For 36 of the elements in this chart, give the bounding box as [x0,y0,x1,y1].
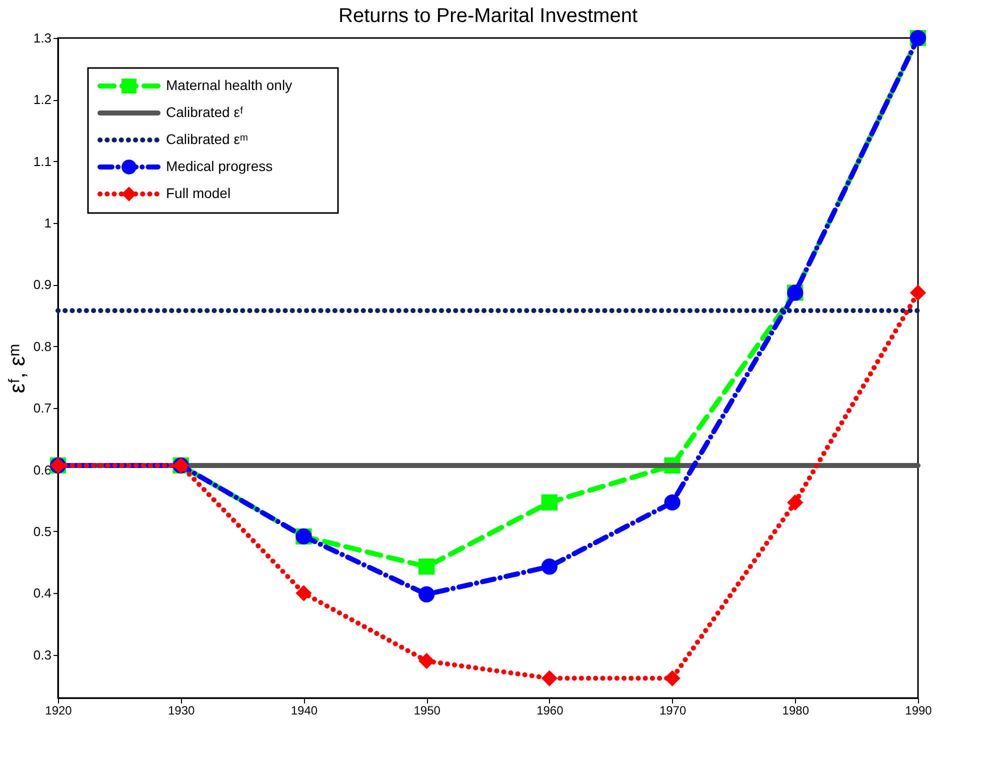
point [418,586,435,602]
x-tick-label: 1960 [536,704,564,718]
y-tick-label: 0.7 [33,400,52,416]
x-tick-label: 1930 [168,704,196,718]
point [910,284,926,301]
point [787,494,804,511]
y-tick-label: 1.3 [33,30,52,46]
x-tick-label: 1950 [414,704,441,718]
y-tick-label: 0.9 [33,277,52,292]
y-tick-label: 1.1 [33,154,52,169]
legend-label: Calibrated εᶠ [166,104,244,120]
x-tick-label: 1920 [45,704,72,718]
legend-label: Medical progress [166,158,273,174]
point [418,652,435,670]
legend-label: Maternal health only [166,77,292,93]
point [541,494,558,511]
x-tick-label: 1970 [659,704,686,718]
x-tick-label: 1980 [782,704,810,718]
y-tick-label: 1.2 [33,92,52,108]
chart-title: Returns to Pre-Marital Investment [338,4,638,27]
x-tick-label: 1940 [290,704,318,718]
x-tick-label: 1990 [905,704,932,718]
legend-label: Full model [166,185,231,201]
y-tick-label: 1 [44,216,52,231]
point [664,494,680,511]
point [418,558,435,575]
y-axis-title: εᶠ, εᵐ [4,344,30,394]
y-tick-label: 0.8 [33,338,52,354]
point [664,670,680,686]
point [541,558,558,575]
point [541,670,558,686]
point [296,585,312,602]
y-tick-label: 0.5 [33,524,52,539]
legend-label: Calibrated εᵐ [166,131,248,147]
y-tick-label: 0.4 [33,586,52,601]
y-tick-label: 0.3 [33,647,52,662]
